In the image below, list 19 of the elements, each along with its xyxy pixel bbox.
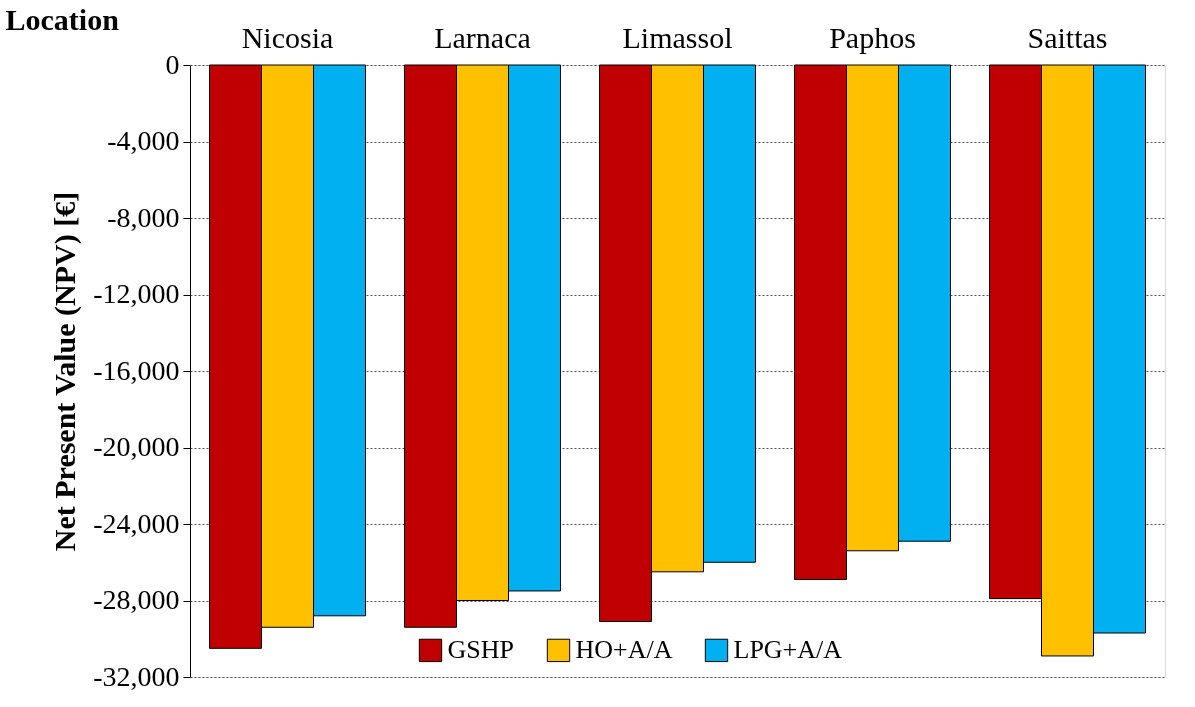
y-tick-label: -32,000 xyxy=(93,660,180,692)
y-tick-label: -8,000 xyxy=(107,201,180,233)
x-axis-title: Location xyxy=(5,2,120,36)
y-tick-label: -4,000 xyxy=(107,125,180,156)
y-tick-label: -12,000 xyxy=(93,278,180,309)
y-tick-label: -20,000 xyxy=(93,431,180,462)
x-tick-label: Paphos xyxy=(829,20,916,54)
legend-label: HO+A/A xyxy=(575,635,673,665)
x-tick-label: Saittas xyxy=(1027,20,1108,54)
x-tick-label: Nicosia xyxy=(241,20,334,54)
x-tick-label: Limassol xyxy=(622,20,733,54)
y-tick-label: -16,000 xyxy=(93,354,180,386)
legend-label: LPG+A/A xyxy=(733,635,843,665)
legend-label: GSHP xyxy=(447,635,514,665)
x-tick-label: Larnaca xyxy=(434,20,531,54)
y-tick-label: 0 xyxy=(165,48,180,80)
y-tick-label: -28,000 xyxy=(93,584,180,615)
y-tick-label: -24,000 xyxy=(93,507,180,539)
y-axis-title: Net Present Value (NPV) [€] xyxy=(48,191,83,552)
